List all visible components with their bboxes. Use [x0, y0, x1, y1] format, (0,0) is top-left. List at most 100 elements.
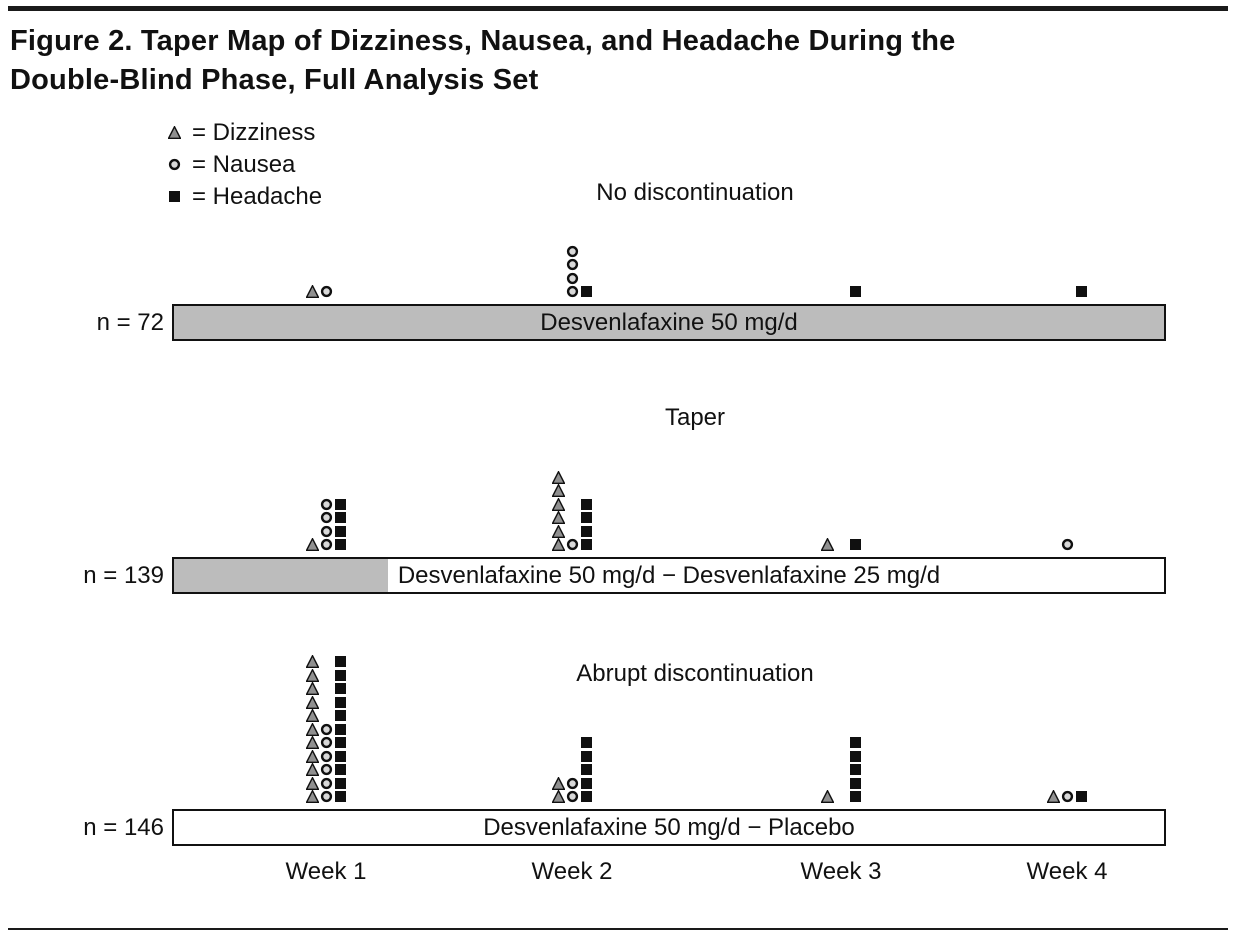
nausea-symbol — [320, 498, 333, 511]
headache-symbol — [334, 696, 347, 709]
week-4-label: Week 4 — [1026, 858, 1108, 885]
treatment-bar-taper: Desvenlafaxine 50 mg/d − Desvenlafaxine … — [172, 557, 1166, 594]
legend-item-dizziness: = Dizziness — [167, 117, 322, 149]
n-label-panel2: n = 139 — [83, 562, 164, 589]
nausea-symbol — [566, 790, 579, 803]
headache-symbol — [849, 538, 862, 551]
legend-label-headache: = Headache — [192, 183, 323, 210]
panel-title-taper: Taper — [664, 404, 726, 431]
nausea-symbol — [566, 538, 579, 551]
headache-square-icon — [168, 190, 183, 205]
week-1-label: Week 1 — [285, 858, 367, 885]
dizziness-symbol — [304, 789, 320, 804]
legend-label-nausea: = Nausea — [192, 151, 296, 178]
bottom-rule — [8, 928, 1228, 930]
dizziness-symbol — [304, 735, 320, 750]
headache-symbol — [580, 750, 593, 763]
headache-symbol — [334, 669, 347, 682]
headache-symbol — [334, 525, 347, 538]
headache-symbol — [334, 511, 347, 524]
treatment-bar-abrupt-discontinuation: Desvenlafaxine 50 mg/d − Placebo — [172, 809, 1166, 846]
dizziness-symbol — [304, 694, 320, 709]
panel-title-no-discontinuation: No discontinuation — [596, 179, 794, 206]
treatment-bar-label-panel3: Desvenlafaxine 50 mg/d − Placebo — [483, 813, 855, 841]
headache-symbol — [334, 750, 347, 763]
bar-gray-segment — [174, 559, 388, 592]
headache-symbol — [334, 763, 347, 776]
headache-symbol — [334, 790, 347, 803]
headache-symbol — [849, 763, 862, 776]
dizziness-symbol — [1045, 789, 1061, 804]
nausea-symbol — [320, 750, 333, 763]
nausea-symbol — [320, 777, 333, 790]
dizziness-symbol — [550, 496, 566, 511]
nausea-symbol — [1061, 790, 1074, 803]
nausea-symbol — [320, 511, 333, 524]
dizziness-symbol — [304, 681, 320, 696]
headache-symbol — [849, 790, 862, 803]
dizziness-symbol — [550, 537, 566, 552]
nausea-symbol — [320, 525, 333, 538]
dizziness-symbol — [819, 537, 835, 552]
nausea-symbol — [566, 272, 579, 285]
nausea-symbol — [320, 723, 333, 736]
figure-title-line2: Double-Blind Phase, Full Analysis Set — [10, 64, 539, 96]
treatment-bar-label-panel2: Desvenlafaxine 50 mg/d − Desvenlafaxine … — [397, 561, 941, 589]
panel-title-abrupt-discontinuation: Abrupt discontinuation — [576, 660, 814, 687]
headache-symbol — [334, 682, 347, 695]
nausea-symbol — [320, 538, 333, 551]
week-3-label: Week 3 — [800, 858, 882, 885]
dizziness-symbol — [819, 789, 835, 804]
dizziness-symbol — [550, 483, 566, 498]
dizziness-symbol — [304, 762, 320, 777]
nausea-symbol — [1061, 538, 1074, 551]
top-rule — [8, 6, 1228, 11]
dizziness-symbol — [304, 667, 320, 682]
legend-item-headache: = Headache — [168, 181, 322, 213]
nausea-symbol — [566, 245, 579, 258]
nausea-symbol — [566, 258, 579, 271]
dizziness-symbol — [304, 654, 320, 669]
headache-symbol — [580, 538, 593, 551]
headache-symbol — [334, 538, 347, 551]
figure-title: Figure 2. Taper Map of Dizziness, Nausea… — [10, 22, 956, 100]
legend: = Dizziness = Nausea = Headache — [167, 117, 322, 213]
headache-symbol — [580, 525, 593, 538]
treatment-bar-label-panel1: Desvenlafaxine 50 mg/d — [540, 308, 798, 336]
figure-title-line1: Figure 2. Taper Map of Dizziness, Nausea… — [10, 25, 956, 57]
headache-symbol — [334, 709, 347, 722]
dizziness-symbol — [550, 523, 566, 538]
nausea-symbol — [566, 777, 579, 790]
nausea-symbol — [320, 790, 333, 803]
n-label-panel3: n = 146 — [83, 814, 164, 841]
headache-symbol — [849, 285, 862, 298]
treatment-bar-no-discontinuation: Desvenlafaxine 50 mg/d — [172, 304, 1166, 341]
headache-symbol — [849, 750, 862, 763]
nausea-circle-icon — [168, 158, 183, 173]
headache-symbol — [334, 736, 347, 749]
headache-symbol — [334, 498, 347, 511]
headache-symbol — [334, 777, 347, 790]
headache-symbol — [580, 763, 593, 776]
nausea-symbol — [320, 763, 333, 776]
legend-item-nausea: = Nausea — [168, 149, 322, 181]
nausea-symbol — [320, 285, 333, 298]
nausea-symbol — [566, 285, 579, 298]
headache-symbol — [580, 285, 593, 298]
dizziness-symbol — [304, 748, 320, 763]
nausea-symbol — [320, 736, 333, 749]
dizziness-symbol — [550, 510, 566, 525]
week-2-label: Week 2 — [531, 858, 613, 885]
headache-symbol — [334, 723, 347, 736]
legend-label-dizziness: = Dizziness — [192, 119, 316, 146]
dizziness-symbol — [304, 284, 320, 299]
headache-symbol — [849, 736, 862, 749]
dizziness-symbol — [304, 775, 320, 790]
dizziness-symbol — [550, 775, 566, 790]
dizziness-symbol — [304, 537, 320, 552]
headache-symbol — [580, 511, 593, 524]
headache-symbol — [334, 655, 347, 668]
dizziness-symbol — [550, 469, 566, 484]
headache-symbol — [1075, 790, 1088, 803]
